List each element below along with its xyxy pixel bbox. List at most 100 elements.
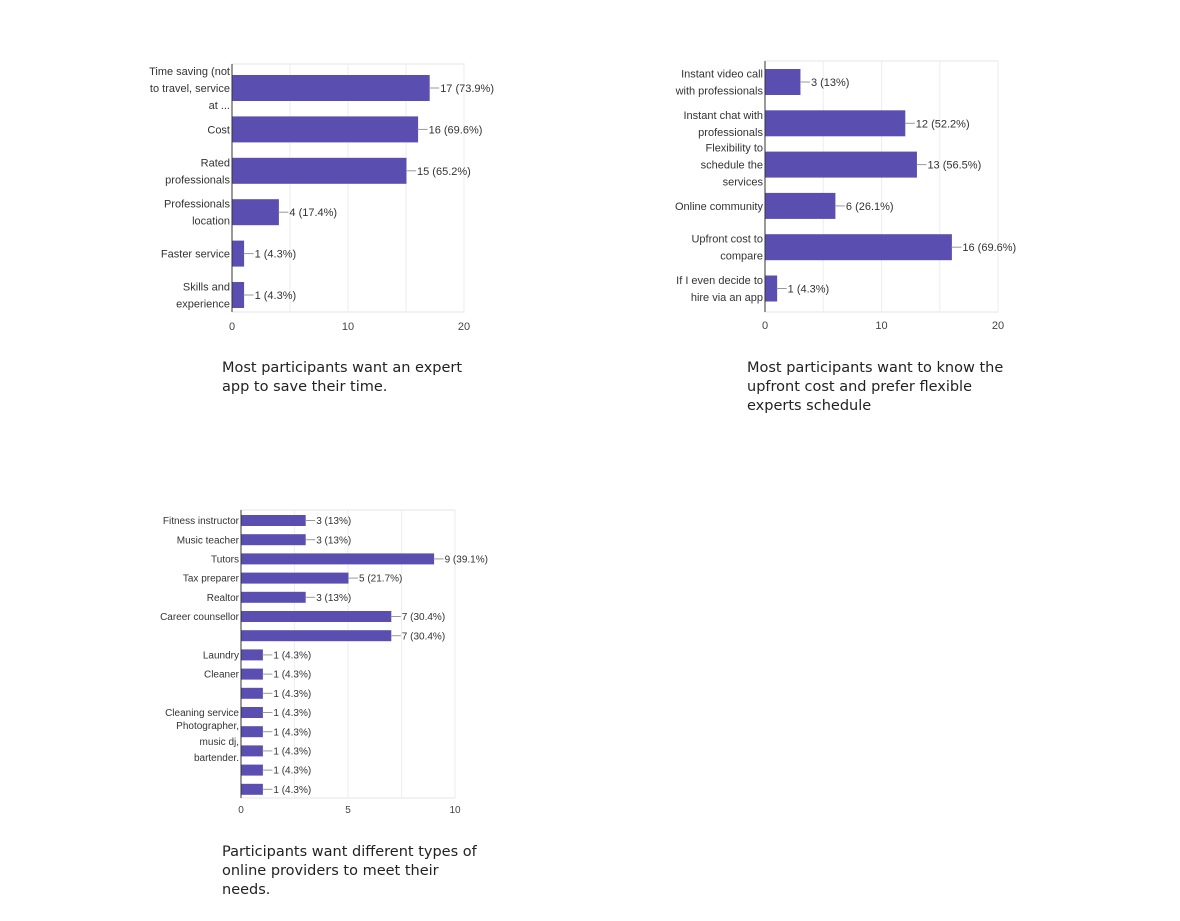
data-label: 6 (26.1%) [846, 201, 894, 213]
bar [241, 707, 263, 718]
bar [241, 764, 263, 776]
chart-svg: 0 5 10 3 (13%) Fitness instructor 3 (13%) Musi… [160, 509, 488, 816]
category-label: Skills and [183, 281, 230, 293]
data-label: 1 (4.3%) [273, 766, 311, 777]
bar [232, 240, 245, 267]
category-label: Cleaner [204, 670, 240, 681]
caption-chart-2: Most participants want to know the upfro… [747, 360, 1004, 414]
bar [765, 110, 906, 137]
x-tick-label: 10 [449, 805, 461, 816]
data-label: 1 (4.3%) [788, 283, 830, 295]
chart-svg: 0 10 20 3 (13%) Instant video call with profe… [675, 60, 1016, 332]
data-label: 1 (4.3%) [255, 249, 297, 261]
data-label: 9 (39.1%) [445, 555, 488, 566]
category-label: Faster service [161, 249, 230, 261]
data-label: 5 (21.7%) [359, 574, 402, 585]
category-label: music dj, [200, 737, 239, 748]
bar [765, 234, 952, 261]
chart-provider-types: 0 5 10 3 (13%) Fitness instructor 3 (13%) Musi… [150, 508, 510, 826]
category-label: Tax preparer [183, 574, 240, 585]
bar [765, 275, 778, 302]
data-label: 1 (4.3%) [255, 290, 297, 302]
data-label: 1 (4.3%) [273, 727, 311, 738]
category-label: Instant chat with [684, 110, 764, 122]
x-tick-label: 10 [875, 320, 887, 332]
x-tick-label: 5 [345, 805, 351, 816]
bar [232, 75, 430, 101]
category-label: Professionals [164, 199, 231, 211]
data-label: 16 (69.6%) [962, 242, 1016, 254]
bar [765, 69, 801, 95]
bar [241, 630, 392, 642]
data-label: 3 (13%) [316, 593, 351, 604]
category-label: compare [720, 251, 763, 263]
bar [241, 783, 263, 795]
category-label: schedule the [701, 160, 763, 172]
data-label: 3 (13%) [316, 535, 351, 546]
category-label: Upfront cost to [691, 234, 763, 246]
data-label: 1 (4.3%) [273, 785, 311, 796]
data-label: 7 (30.4%) [402, 612, 445, 623]
data-label: 1 (4.3%) [273, 747, 311, 758]
category-label: Time saving (not [149, 66, 230, 78]
bar [232, 116, 419, 143]
bar [765, 151, 917, 178]
bar [232, 157, 407, 184]
bar [241, 649, 263, 661]
category-label: Flexibility to [706, 143, 763, 155]
data-label: 7 (30.4%) [402, 631, 445, 642]
bar [241, 572, 349, 584]
chart-svg: 0 10 20 17 (73.9%) Time saving (not to travel… [149, 63, 494, 333]
data-label: 13 (56.5%) [927, 160, 981, 172]
data-label: 1 (4.3%) [273, 689, 311, 700]
caption-chart-1: Most participants want an expert app to … [222, 360, 463, 395]
category-label: Tutors [211, 555, 239, 566]
bar [232, 282, 245, 308]
category-label: location [192, 216, 230, 228]
category-label: Laundry [203, 651, 239, 662]
category-label: professionals [165, 174, 230, 186]
x-tick-label: 10 [342, 321, 354, 333]
category-label: with professionals [675, 85, 764, 97]
category-label: Cleaning service [165, 708, 239, 719]
x-tick-label: 20 [992, 320, 1004, 332]
bar [232, 199, 279, 226]
data-label: 3 (13%) [811, 77, 850, 89]
category-label: Online community [675, 201, 764, 213]
chart-time-saving: 0 10 20 17 (73.9%) Time saving (not to travel… [140, 60, 500, 345]
bar [241, 668, 263, 680]
category-label: Instant video call [681, 68, 763, 80]
category-label: Realtor [207, 593, 240, 604]
category-label: hire via an app [691, 292, 763, 304]
category-label: Rated [201, 157, 230, 169]
category-label: to travel, service [150, 83, 230, 95]
data-label: 17 (73.9%) [440, 83, 494, 95]
x-tick-label: 0 [238, 805, 244, 816]
category-label: at ... [209, 100, 230, 112]
x-tick-label: 0 [762, 320, 768, 332]
category-label: Photographer, [176, 721, 239, 732]
data-label: 1 (4.3%) [273, 651, 311, 662]
category-label: Career counsellor [160, 612, 240, 623]
bar [241, 745, 263, 757]
category-label: services [723, 177, 764, 189]
category-label: If I even decide to [676, 275, 763, 287]
data-label: 12 (52.2%) [916, 118, 970, 130]
category-label: experience [176, 298, 230, 310]
bar [241, 553, 435, 565]
category-label: Fitness instructor [163, 516, 240, 527]
bar [241, 611, 392, 622]
bar [241, 591, 306, 603]
data-label: 4 (17.4%) [289, 207, 337, 219]
category-label: bartender. [194, 753, 239, 764]
bar [241, 726, 263, 738]
chart-upfront-cost: 0 10 20 3 (13%) Instant video call with profe… [665, 55, 1025, 340]
data-label: 1 (4.3%) [273, 708, 311, 719]
data-label: 16 (69.6%) [429, 124, 483, 136]
bar [765, 192, 836, 219]
data-label: 1 (4.3%) [273, 670, 311, 681]
category-label: Cost [207, 124, 230, 136]
bar [241, 515, 306, 526]
bar [241, 534, 306, 546]
x-tick-label: 20 [458, 321, 470, 333]
